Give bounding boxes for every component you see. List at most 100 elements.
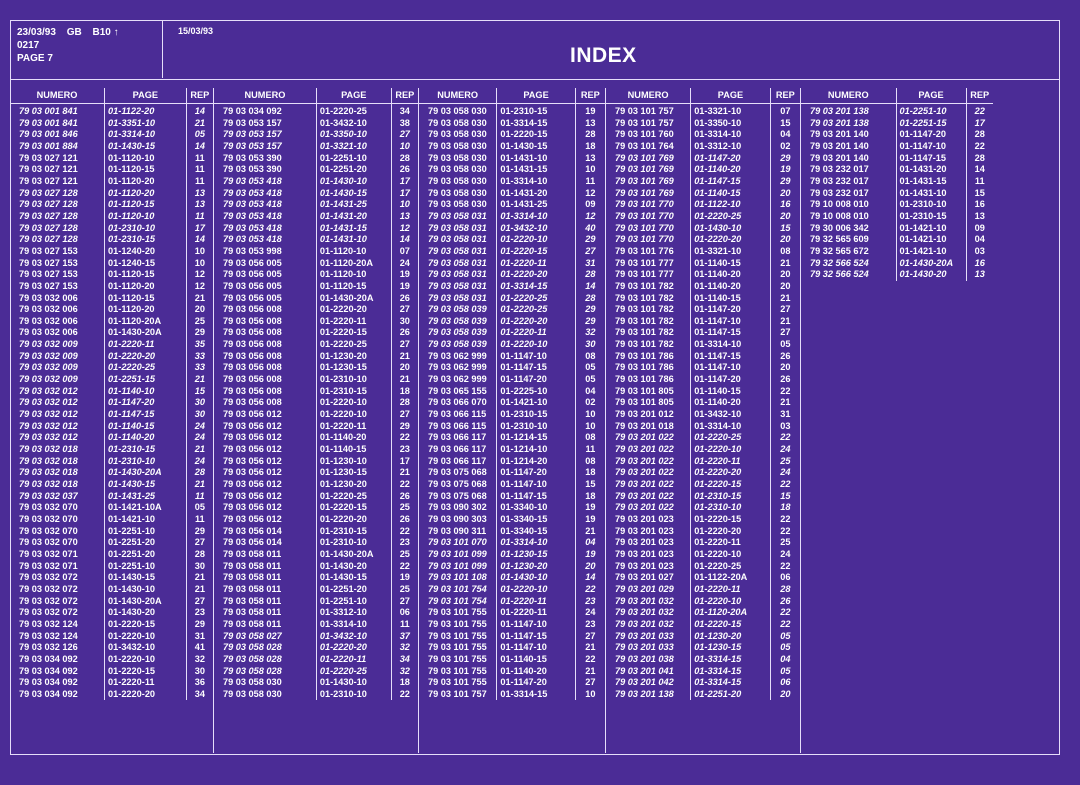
page-cell: 01-2310-15 — [315, 385, 392, 398]
numero-cell: 79 03 101 099 — [428, 560, 487, 571]
numero-cell: 79 03 101 754 — [428, 595, 487, 606]
table-row: 79 03 201 042 01-3314-15 06 — [606, 677, 800, 689]
table-row: 79 03 032 070 01-2251-10 29 — [10, 525, 213, 538]
numero-cell: 79 03 090 311 — [428, 525, 487, 536]
rep-cell: 02 — [574, 397, 605, 410]
table-row: 79 03 201 041 01-3314-15 05 — [606, 665, 800, 678]
spacer-cell — [895, 103, 966, 106]
page-cell: 01-3314-10 — [496, 537, 576, 549]
page-cell: 01-3321-10 — [690, 106, 771, 118]
rep-cell: 10 — [185, 257, 213, 270]
rep-cell: 25 — [390, 583, 418, 596]
rep-cell: 26 — [769, 374, 800, 386]
numero-cell: 79 03 056 012 — [223, 455, 282, 466]
page-cell: 01-1147-20 — [496, 467, 576, 479]
numero-cell: 79 03 056 012 — [223, 444, 282, 455]
table-row: 79 03 032 072 01-1430-10 21 — [10, 583, 213, 596]
numero-cell: 79 03 090 302 — [428, 502, 487, 513]
rep-cell: 21 — [574, 525, 605, 538]
rep-cell: 17 — [390, 455, 418, 468]
spacer-cell — [690, 103, 771, 106]
page-cell: 01-1147-15 — [104, 409, 187, 421]
table-row: 79 03 062 999 01-1147-10 08 — [419, 350, 605, 363]
numero-cell: 79 03 101 755 — [428, 630, 487, 641]
table-row: 79 03 032 009 01-2251-15 21 — [10, 374, 213, 386]
table-row: 79 03 001 884 01-1430-15 14 — [10, 140, 213, 153]
page-cell: 01-1147-10 — [690, 315, 771, 328]
rep-cell: 19 — [390, 572, 418, 584]
page-cell: 01-1120-15 — [104, 199, 187, 211]
page-cell: 01-1431-25 — [496, 199, 576, 211]
page-cell: 01-2220-11 — [496, 327, 576, 340]
page-cell: 01-3321-10 — [690, 245, 771, 258]
page-cell: 01-1147-20 — [496, 677, 576, 689]
rep-cell: 12 — [390, 222, 418, 235]
page-cell: 01-2220-11 — [315, 653, 392, 666]
rep-cell: 29 — [185, 327, 213, 340]
table-row: 79 03 032 072 01-1430-20A 27 — [10, 595, 213, 608]
column-header-page: PAGE — [895, 88, 966, 104]
table-row: 79 03 201 023 01-2220-20 22 — [606, 525, 800, 538]
table-row: 79 03 101 755 01-1147-15 27 — [419, 630, 605, 643]
table-row: 79 03 032 006 01-1120-20A 25 — [10, 315, 213, 328]
rep-cell: 24 — [769, 444, 800, 456]
rep-cell: 10 — [185, 245, 213, 258]
page-cell: 01-1140-20 — [104, 432, 187, 445]
numero-cell: 79 03 075 068 — [428, 490, 487, 501]
rep-cell: 17 — [390, 187, 418, 200]
page-cell: 01-2310-15 — [104, 444, 187, 456]
numero-cell: 79 03 201 022 — [615, 502, 674, 513]
table-row: 79 03 058 031 01-2220-10 29 — [419, 234, 605, 246]
page-cell: 01-2220-10 — [315, 409, 392, 421]
numero-cell: 79 03 027 128 — [19, 199, 78, 210]
numero-cell: 79 03 101 770 — [615, 222, 674, 233]
table-row: 79 03 058 030 01-2220-15 28 — [419, 129, 605, 141]
table-header-row: NUMERO PAGE REP — [214, 88, 418, 104]
page-cell: 01-3340-15 — [496, 525, 576, 538]
page-cell: 01-3350-10 — [315, 129, 392, 141]
rep-cell: 28 — [574, 292, 605, 305]
rep-cell: 29 — [574, 304, 605, 316]
rep-cell: 20 — [185, 304, 213, 316]
page-cell: 01-1431-10 — [315, 234, 392, 246]
numero-cell: 79 03 032 037 — [19, 490, 78, 501]
page-cell: 01-1147-10 — [496, 479, 576, 491]
rep-cell: 21 — [185, 572, 213, 584]
rep-cell: 05 — [769, 339, 800, 351]
rep-cell: 18 — [390, 385, 418, 398]
page-cell: 01-1147-15 — [496, 490, 576, 503]
rep-cell: 24 — [185, 420, 213, 433]
rep-cell: 18 — [574, 140, 605, 153]
table-row: 79 03 001 846 01-3314-10 05 — [10, 129, 213, 141]
page-cell: 01-3314-10 — [690, 420, 771, 433]
numero-cell: 79 03 056 008 — [223, 315, 282, 326]
page-cell: 01-1147-10 — [690, 362, 771, 375]
page-cell: 01-1230-15 — [315, 362, 392, 375]
page-cell: 01-1431-20 — [895, 164, 966, 176]
table-row: 79 03 032 018 01-1430-20A 28 — [10, 467, 213, 479]
numero-cell: 79 03 027 153 — [19, 269, 78, 280]
index-column: NUMERO PAGE REP 79 03 058 030 01-2310-15 19 79… — [419, 88, 606, 753]
page-cell: 01-1122-10 — [690, 199, 771, 211]
header-date: 23/03/93 — [17, 27, 56, 38]
page-cell: 01-1120-10 — [104, 152, 187, 165]
table-header-row: NUMERO PAGE REP — [606, 88, 800, 104]
table-row: 79 03 056 014 01-2310-15 22 — [214, 525, 418, 538]
page-cell: 01-1214-20 — [496, 455, 576, 468]
rep-cell: 10 — [574, 409, 605, 421]
table-row: 79 03 032 018 01-2310-15 21 — [10, 444, 213, 456]
page-cell: 01-2251-10 — [104, 525, 187, 538]
page-cell: 01-2220-25 — [690, 560, 771, 573]
table-row: 79 03 065 155 01-2225-10 04 — [419, 385, 605, 398]
page-cell: 01-2251-10 — [315, 152, 392, 165]
numero-cell: 79 03 027 128 — [19, 234, 78, 245]
page-cell: 01-3340-10 — [496, 502, 576, 514]
rep-cell: 21 — [769, 292, 800, 305]
rep-cell: 23 — [390, 444, 418, 456]
table-row: 79 03 101 786 01-1147-20 26 — [606, 374, 800, 386]
numero-cell: 79 03 201 140 — [810, 140, 869, 151]
page-cell: 01-1120-15 — [104, 164, 187, 176]
page-cell: 01-2220-20 — [690, 467, 771, 479]
column-header-rep: REP — [574, 88, 605, 104]
table-row: 79 03 053 418 01-1430-10 17 — [214, 175, 418, 188]
